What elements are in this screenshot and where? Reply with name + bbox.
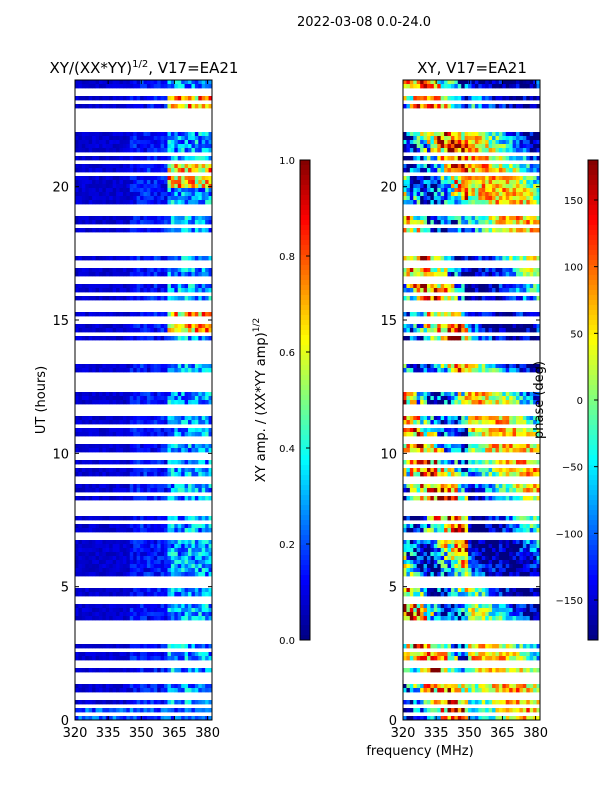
colorbar-tick-label: 0.8 (279, 252, 295, 263)
left-heatmap (75, 80, 213, 721)
right-plot-title: XY, V17=EA21 (417, 59, 527, 77)
colorbar-tick-label: 0.0 (279, 636, 295, 647)
colorbar-tick-label: 0.6 (279, 348, 295, 359)
colorbar-tick-label: 50 (570, 329, 583, 340)
left-y-axis: 0 5 10 15 20 (52, 181, 212, 729)
amplitude-colorbar-ticks: 0.0 0.2 0.4 0.6 0.8 1.0 (279, 156, 310, 647)
x-tick-label: 335 (424, 726, 449, 741)
colorbar-tick-label: −50 (562, 463, 583, 474)
colorbar-tick-label: 100 (564, 263, 583, 274)
x-tick-label: 380 (523, 726, 548, 741)
amplitude-colorbar (300, 160, 310, 641)
x-tick-label: 335 (96, 726, 121, 741)
amplitude-colorbar-frame (299, 159, 311, 641)
figure-title: 2022-03-08 0.0-24.0 (297, 15, 431, 30)
x-tick-label: 365 (162, 726, 187, 741)
x-tick-label: 350 (457, 726, 482, 741)
x-tick-label: 320 (391, 726, 416, 741)
left-plot-frame (74, 79, 213, 721)
x-tick-label: 320 (63, 726, 88, 741)
amplitude-colorbar-label: XY amp. / (XX*YY amp)1/2 (252, 318, 269, 482)
y-tick-label: 5 (61, 581, 69, 596)
y-tick-label: 0 (61, 714, 69, 729)
colorbar-tick-label: 1.0 (279, 156, 295, 167)
right-heatmap (403, 80, 541, 721)
y-tick-label: 15 (380, 314, 397, 329)
y-tick-label: 10 (380, 447, 397, 462)
right-x-axis: 320 335 350 365 380 (391, 80, 548, 741)
phase-colorbar-label: phase (deg) (532, 361, 547, 439)
x-tick-label: 380 (195, 726, 220, 741)
colorbar-tick-label: 0.2 (279, 540, 295, 551)
y-tick-label: 0 (389, 714, 397, 729)
phase-colorbar-ticks: −150 −100 −50 0 50 100 150 (556, 196, 598, 607)
left-x-axis: 320 335 350 365 380 (63, 80, 220, 741)
colorbar-tick-label: 0.4 (279, 444, 295, 455)
y-tick-label: 10 (52, 447, 69, 462)
x-tick-label: 350 (129, 726, 154, 741)
colorbar-tick-label: 0 (577, 396, 583, 407)
left-plot-title: XY/(XX*YY)1/2, V17=EA21 (50, 59, 239, 77)
y-tick-label: 5 (389, 581, 397, 596)
y-tick-label: 20 (380, 181, 397, 196)
y-tick-label: 15 (52, 314, 69, 329)
right-plot-frame (402, 79, 541, 721)
colorbar-tick-label: −150 (556, 596, 583, 607)
colorbar-tick-label: 150 (564, 196, 583, 207)
left-y-axis-label: UT (hours) (34, 366, 49, 434)
y-tick-label: 20 (52, 181, 69, 196)
x-tick-label: 365 (490, 726, 515, 741)
right-y-axis: 0 5 10 15 20 (380, 181, 540, 729)
phase-colorbar (588, 160, 598, 641)
colorbar-tick-label: −100 (556, 529, 583, 540)
x-axis-label: frequency (MHz) (366, 744, 473, 759)
